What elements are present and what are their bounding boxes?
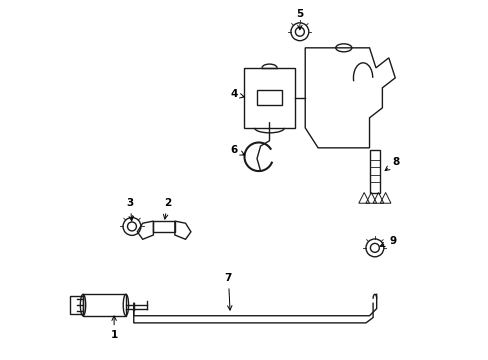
Text: 7: 7 xyxy=(224,273,232,310)
Text: 5: 5 xyxy=(296,9,303,30)
Text: 4: 4 xyxy=(230,89,244,99)
Text: 1: 1 xyxy=(110,316,118,341)
Text: 8: 8 xyxy=(385,157,399,171)
Text: 2: 2 xyxy=(163,198,171,219)
Text: 9: 9 xyxy=(380,236,395,247)
Text: 3: 3 xyxy=(126,198,134,221)
Text: 6: 6 xyxy=(230,145,244,155)
